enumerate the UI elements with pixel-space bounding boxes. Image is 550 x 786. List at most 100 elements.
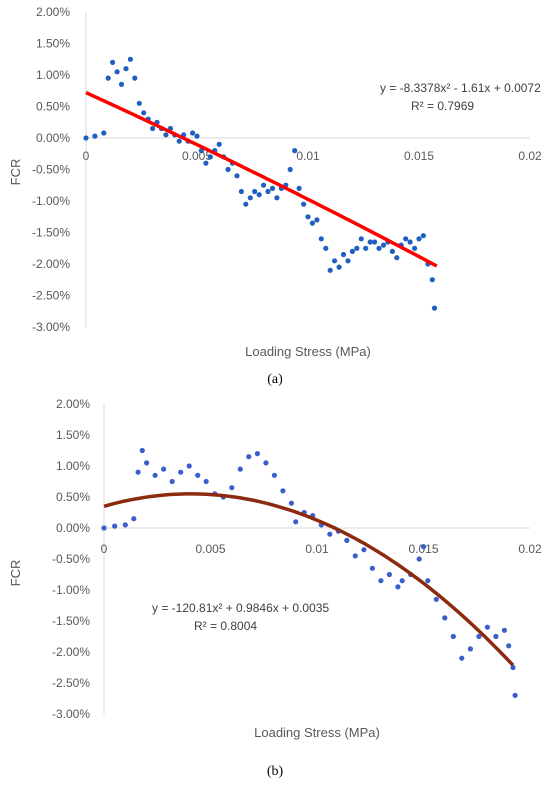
y-axis-title: FCR xyxy=(8,560,23,587)
y-axis-title: FCR xyxy=(8,159,23,186)
data-point xyxy=(314,217,320,223)
data-point xyxy=(345,258,351,264)
data-point xyxy=(395,584,401,590)
y-tick-label: 1.00% xyxy=(56,459,90,473)
data-point xyxy=(263,460,269,466)
data-point xyxy=(332,258,338,264)
data-point xyxy=(141,110,147,116)
data-point xyxy=(327,531,333,537)
data-point xyxy=(376,245,382,251)
x-tick-label: 0 xyxy=(83,149,90,163)
data-point xyxy=(442,615,448,621)
y-tick-label: 1.00% xyxy=(36,68,70,82)
y-tick-label: -3.00% xyxy=(32,320,70,334)
y-tick-label: 2.00% xyxy=(36,5,70,19)
y-tick-label: -1.00% xyxy=(52,583,90,597)
x-tick-label: 0.02 xyxy=(518,542,542,556)
data-point xyxy=(367,239,373,245)
data-point xyxy=(243,201,249,207)
data-point xyxy=(254,451,260,457)
data-point xyxy=(186,463,192,469)
data-point xyxy=(369,565,375,571)
data-point xyxy=(144,460,150,466)
data-point xyxy=(305,214,311,220)
chart-panel-b: 2.00% 1.50% 1.00% 0.50% 0.00% -0.50% -1.… xyxy=(8,397,542,779)
data-point xyxy=(349,248,355,254)
data-point xyxy=(416,236,422,242)
data-point xyxy=(178,469,184,475)
trendline-equation: y = -8.3378x² - 1.61x + 0.0072 xyxy=(380,81,541,95)
trendline-a xyxy=(85,91,438,268)
data-point xyxy=(132,75,138,81)
data-point xyxy=(420,544,427,550)
data-point xyxy=(234,173,240,179)
data-point xyxy=(467,646,473,652)
y-tick-label: -2.00% xyxy=(32,257,70,271)
data-point xyxy=(280,488,286,494)
data-point xyxy=(293,519,299,525)
data-point xyxy=(336,264,342,270)
r-squared-label: R² = 0.8004 xyxy=(194,619,257,633)
data-point xyxy=(269,185,276,191)
data-point xyxy=(288,500,294,506)
data-point xyxy=(176,138,182,144)
data-point xyxy=(163,132,169,138)
data-point xyxy=(246,454,252,460)
data-point xyxy=(118,81,125,87)
y-tick-label: -0.50% xyxy=(52,552,90,566)
x-tick-label: 0.01 xyxy=(305,542,329,556)
data-point xyxy=(407,239,413,245)
data-point xyxy=(136,100,142,106)
data-point xyxy=(309,220,315,226)
data-point xyxy=(394,255,400,261)
chart-panel-a: 2.00% 1.50% 1.00% 0.50% 0.00% -0.50% -1.… xyxy=(8,5,542,387)
data-point xyxy=(135,469,141,475)
y-tick-label: 0.00% xyxy=(36,131,70,145)
data-point xyxy=(318,236,324,242)
data-point xyxy=(450,633,456,640)
data-point xyxy=(358,236,364,242)
data-point xyxy=(169,478,175,485)
data-point xyxy=(238,188,244,195)
x-axis-title: Loading Stress (MPa) xyxy=(254,725,380,740)
y-tick-label: 1.50% xyxy=(36,37,70,51)
data-point xyxy=(389,248,395,254)
trendline-b xyxy=(103,492,515,667)
data-point xyxy=(431,305,438,311)
data-point xyxy=(112,523,118,529)
data-point xyxy=(274,195,280,201)
data-point xyxy=(123,66,129,72)
y-tick-label: -2.50% xyxy=(32,289,70,303)
data-point xyxy=(344,537,350,544)
data-point xyxy=(372,239,378,245)
y-tick-label: 2.00% xyxy=(56,397,90,411)
data-point xyxy=(476,633,482,640)
data-point xyxy=(429,277,435,283)
data-point xyxy=(506,643,512,649)
data-point xyxy=(296,185,302,191)
y-tick-label: 0.50% xyxy=(56,490,90,504)
data-point xyxy=(92,133,98,139)
y-tick-label: -2.00% xyxy=(52,645,90,659)
data-point xyxy=(399,578,405,584)
data-point xyxy=(416,556,422,562)
data-point xyxy=(261,182,267,188)
data-point xyxy=(301,201,307,207)
data-point xyxy=(229,485,235,491)
x-tick-label: 0.005 xyxy=(182,149,212,163)
data-point xyxy=(114,69,120,75)
data-point xyxy=(110,59,116,65)
y-tick-label: -1.50% xyxy=(32,226,70,240)
data-point xyxy=(203,478,209,485)
panel-caption: (b) xyxy=(267,764,284,779)
data-point xyxy=(190,130,196,136)
data-point xyxy=(459,655,465,661)
x-axis-title: Loading Stress (MPa) xyxy=(245,344,371,359)
data-point xyxy=(323,245,329,251)
data-point xyxy=(352,553,358,559)
data-point xyxy=(101,525,107,531)
x-tick-label: 0.01 xyxy=(296,149,320,163)
y-tick-label: -1.50% xyxy=(52,614,90,628)
data-point xyxy=(194,133,200,139)
